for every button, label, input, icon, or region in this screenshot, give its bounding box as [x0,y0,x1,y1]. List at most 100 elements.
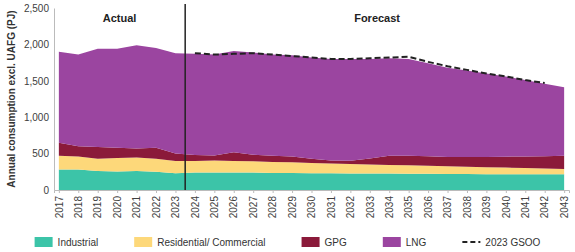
x-tick: 2034 [384,190,395,218]
x-tick: 2022 [151,190,162,218]
data-layer [59,45,564,190]
x-tick: 2039 [481,190,492,218]
x-tick-label: 2022 [151,196,162,219]
x-tick-mark [564,190,565,193]
legend-item: Industrial [35,237,99,248]
x-tick: 2027 [248,190,259,218]
x-tick: 2043 [559,190,570,218]
x-tick-mark [59,190,60,193]
x-tick: 2033 [365,190,376,218]
area-series [59,45,564,161]
x-tick-mark [78,190,79,193]
x-tick: 2042 [539,190,550,218]
x-tick: 2031 [326,190,337,218]
x-tick-label: 2023 [170,196,181,219]
y-tick: 0 [43,185,54,196]
y-tick: 2,500 [24,3,54,14]
x-tick-label: 2035 [403,196,414,219]
x-tick-label: 2020 [112,196,123,219]
x-tick-label: 2032 [345,196,356,219]
x-tick: 2036 [423,190,434,218]
y-tick-label: 2,000 [24,39,49,50]
y-axis: 0 500 1,000 1,500 2,000 2,500 [24,3,55,196]
annotation: Forecast [354,12,400,24]
x-tick: 2040 [501,190,512,218]
x-tick-label: 2039 [481,196,492,219]
x-tick-mark [409,190,410,193]
x-tick-mark [98,190,99,193]
legend-item: Residential/ Commercial [134,237,265,248]
x-tick-mark [137,190,138,193]
y-tick-label: 500 [32,148,49,159]
x-tick-label: 2029 [287,196,298,219]
legend-swatch [302,237,320,247]
x-tick-mark [253,190,254,193]
x-tick: 2023 [170,190,181,218]
x-tick-mark [525,190,526,193]
legend-item: GPG [302,237,347,248]
x-tick-label: 2021 [131,196,142,219]
legend-item: LNG [383,237,427,248]
x-tick-label: 2034 [384,196,395,219]
x-tick-mark [214,190,215,193]
legend-label: Residential/ Commercial [157,237,265,248]
x-axis-line [55,191,570,194]
x-tick-label: 2017 [54,196,65,219]
x-tick-label: 2019 [92,196,103,219]
x-tick-mark [273,190,274,193]
divider [184,4,186,190]
annotation: Actual [103,12,137,24]
x-tick: 2017 [54,190,65,218]
y-tick: 1,000 [24,112,54,123]
x-tick-label: 2043 [559,196,570,219]
x-tick-mark [545,190,546,193]
x-tick: 2021 [131,190,142,218]
x-tick: 2028 [267,190,278,218]
legend: Industrial Residential/ Commercial GPG LNG 2… [35,237,541,248]
legend-swatch [383,237,401,247]
x-tick-label: 2036 [423,196,434,219]
x-tick-mark [195,190,196,193]
x-tick-mark [370,190,371,193]
x-tick: 2025 [209,190,220,218]
x-tick-mark [156,190,157,193]
chart: 0 500 1,000 1,500 2,000 2,500 2017 2018 2019 2020… [0,0,575,252]
x-tick-mark [292,190,293,193]
y-tick-label: 1,500 [24,76,49,87]
x-tick: 2032 [345,190,356,218]
legend-label: 2023 GSOO [485,237,540,248]
legend-item: 2023 GSOO [462,237,540,248]
legend-swatch [462,241,480,243]
x-tick-label: 2041 [520,196,531,219]
x-tick-mark [234,190,235,193]
plot: 0 500 1,000 1,500 2,000 2,500 2017 2018 2019 2020… [24,3,570,219]
legend-swatch [134,237,152,247]
x-tick-mark [428,190,429,193]
y-tick-label: 0 [43,185,49,196]
x-tick: 2037 [442,190,453,218]
y-tick: 500 [32,148,54,159]
x-tick-mark [389,190,390,193]
y-axis-title: Annual consumption excl. UAFG (PJ) [6,10,17,187]
x-tick-label: 2031 [326,196,337,219]
line-series [195,53,545,83]
x-tick-mark [312,190,313,193]
x-tick-mark [486,190,487,193]
x-tick-label: 2037 [442,196,453,219]
x-tick: 2035 [403,190,414,218]
x-tick: 2018 [73,190,84,218]
x-tick-mark [117,190,118,193]
y-tick: 1,500 [24,76,54,87]
legend-label: GPG [325,237,347,248]
y-tick-label: 1,000 [24,112,49,123]
x-tick: 2038 [462,190,473,218]
x-axis: 2017201820192020202120222023202420252026… [54,190,570,218]
x-tick-label: 2027 [248,196,259,219]
y-axis-line [54,9,55,191]
x-tick-label: 2033 [365,196,376,219]
x-tick-mark [175,190,176,193]
x-tick-mark [467,190,468,193]
x-tick-mark [448,190,449,193]
x-tick: 2029 [287,190,298,218]
x-tick-label: 2028 [267,196,278,219]
